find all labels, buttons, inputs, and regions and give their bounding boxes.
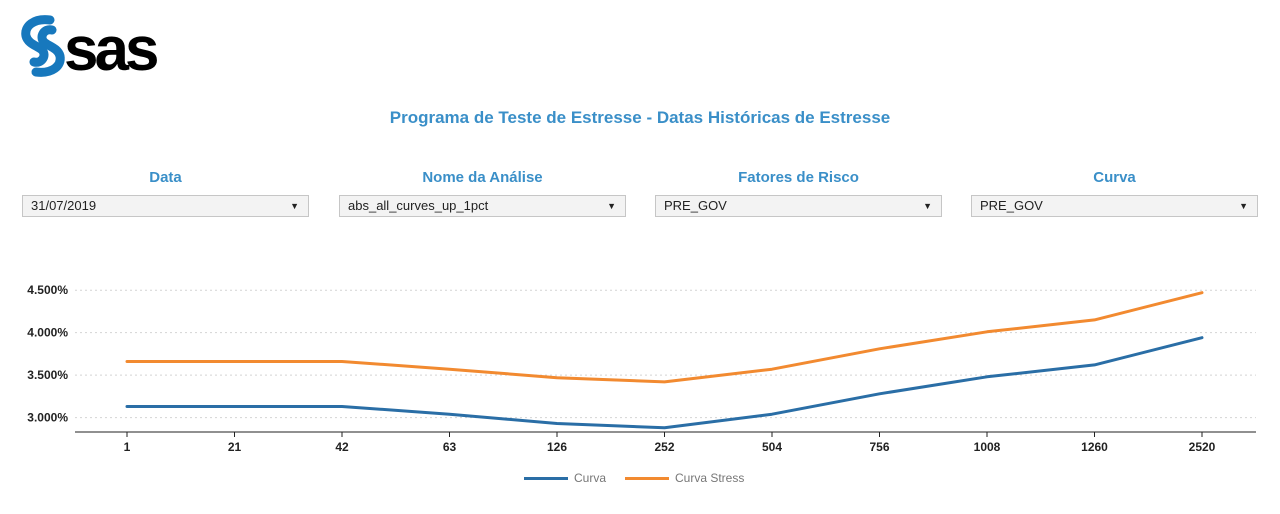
fatores-risco-dropdown[interactable]: PRE_GOV ▼ [655,195,942,217]
nome-analise-dropdown-value: abs_all_curves_up_1pct [348,198,489,213]
legend-item-curva[interactable]: Curva [524,469,606,487]
y-tick-label: 3.000% [27,411,68,425]
x-tick-label: 42 [335,440,349,454]
series-line-curva-stress [125,291,1204,384]
nome-analise-dropdown[interactable]: abs_all_curves_up_1pct ▼ [339,195,626,217]
legend-item-curva-stress[interactable]: Curva Stress [625,469,744,487]
filter-data-label: Data [149,169,182,186]
curva-dropdown-value: PRE_GOV [980,198,1043,213]
legend-swatch-curva-stress [625,477,669,481]
x-tick-label: 504 [762,440,782,454]
y-tick-label: 4.000% [27,326,68,340]
filter-fatores-risco: Fatores de Risco PRE_GOV ▼ [655,167,942,217]
legend-label-curva-stress: Curva Stress [675,471,745,485]
chevron-down-icon: ▼ [607,201,616,211]
x-tick-label: 21 [228,440,242,454]
y-tick-label: 3.500% [27,368,68,382]
curva-dropdown[interactable]: PRE_GOV ▼ [971,195,1258,217]
filter-fatores-risco-label: Fatores de Risco [738,169,859,186]
x-tick-label: 252 [654,440,674,454]
legend-swatch-curva [524,477,568,481]
sas-logo: sas [20,14,180,84]
legend-label-curva: Curva [574,471,607,485]
filter-data: Data 31/07/2019 ▼ [22,167,309,217]
x-tick-label: 1260 [1081,440,1108,454]
sas-logo-text: sas [64,15,159,84]
chevron-down-icon: ▼ [923,201,932,211]
series-line-curva [125,336,1204,430]
filter-curva-label: Curva [1093,169,1136,186]
chevron-down-icon: ▼ [1239,201,1248,211]
x-tick-label: 126 [547,440,567,454]
x-tick-label: 63 [443,440,457,454]
filter-nome-analise-label: Nome da Análise [422,169,543,186]
x-tick-label: 756 [869,440,889,454]
filter-nome-analise: Nome da Análise abs_all_curves_up_1pct ▼ [339,167,626,217]
sas-logo-icon [21,15,65,77]
data-dropdown-value: 31/07/2019 [31,198,97,213]
filter-curva: Curva PRE_GOV ▼ [971,167,1258,217]
page-title: Programa de Teste de Estresse - Datas Hi… [389,108,891,127]
chevron-down-icon: ▼ [290,201,299,211]
chart-legend: Curva Curva Stress [0,469,1280,489]
y-tick-label: 4.500% [27,283,68,297]
x-tick-label: 2520 [1189,440,1216,454]
x-tick-label: 1 [124,440,131,454]
line-chart: 3.000% 3.500% 4.000% 4.500% 1 21 42 63 126 252 504… [27,283,1256,454]
fatores-risco-dropdown-value: PRE_GOV [664,198,727,213]
data-dropdown[interactable]: 31/07/2019 ▼ [22,195,309,217]
x-tick-label: 1008 [974,440,1001,454]
